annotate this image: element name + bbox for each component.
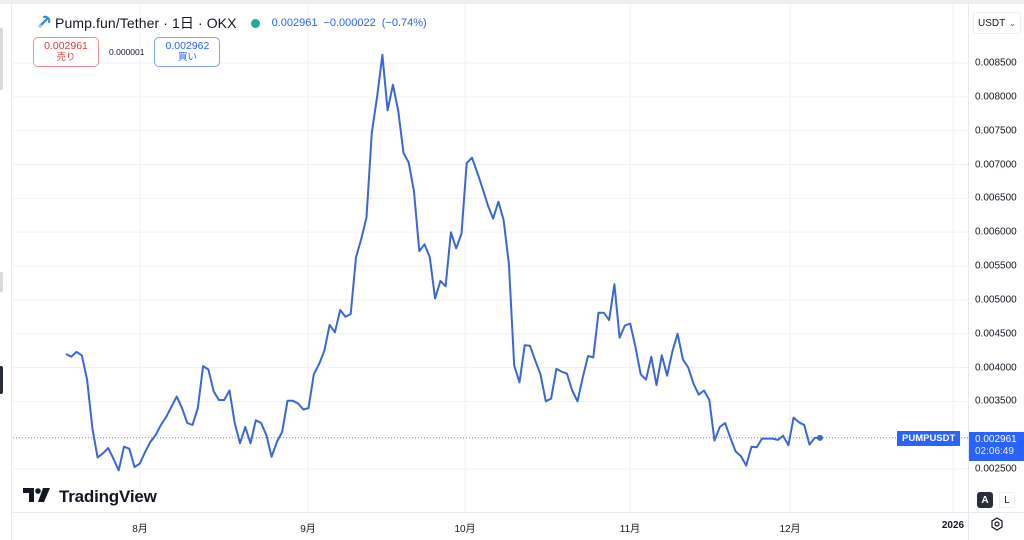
current-price-label: 0.002961 02:06:49 bbox=[969, 432, 1024, 461]
auto-scale-button[interactable]: A bbox=[977, 492, 993, 508]
time-tick-label: 11月 bbox=[619, 524, 641, 535]
price-tick-label: 0.008000 bbox=[975, 91, 1017, 103]
candle-countdown: 02:06:49 bbox=[975, 446, 1014, 457]
time-tick-label: 9月 bbox=[300, 524, 316, 535]
price-series-line[interactable] bbox=[65, 53, 820, 472]
price-tick-label: 0.007000 bbox=[975, 159, 1017, 170]
last-price: 0.002961 bbox=[271, 17, 318, 29]
symbol-title[interactable]: Pump.fun/Tether · 1日 · OKX bbox=[55, 15, 237, 31]
price-axis[interactable]: USDT ⌄ 0.008500 0.008000 0.007500 0.007000 0… bbox=[968, 4, 1024, 512]
price-tick-label: 0.004500 bbox=[975, 328, 1017, 340]
price-tick-label: 0.002500 bbox=[975, 463, 1017, 475]
tradingview-logo-text: TradingView bbox=[59, 487, 157, 506]
spread-value: 0.000001 bbox=[109, 47, 145, 57]
buy-label: 買い bbox=[177, 52, 197, 63]
time-tick-label: 2026 bbox=[941, 520, 965, 531]
chevron-down-icon: ⌄ bbox=[1009, 18, 1016, 28]
toolbar-collapse-handle[interactable] bbox=[0, 366, 3, 394]
buy-price: 0.002962 bbox=[165, 40, 210, 52]
buy-sell-panel: 0.002961 売り 0.000001 0.002962 買い bbox=[33, 37, 221, 67]
price-change: −0.000022 bbox=[323, 17, 376, 29]
pump-fun-logo-icon bbox=[37, 15, 51, 32]
tradingview-logo[interactable]: TradingView bbox=[23, 487, 157, 507]
chart-pane[interactable]: Pump.fun/Tether · 1日 · OKX 0.002961 −0.0… bbox=[13, 4, 968, 512]
price-tick-label: 0.004000 bbox=[975, 362, 1017, 373]
log-scale-button[interactable]: L bbox=[999, 492, 1015, 508]
symbol-legend: Pump.fun/Tether · 1日 · OKX 0.002961 −0.0… bbox=[37, 13, 427, 33]
price-tick-label: 0.003500 bbox=[975, 395, 1017, 407]
time-tick-label: 12月 bbox=[779, 524, 801, 535]
price-tick-label: 0.007500 bbox=[975, 125, 1017, 137]
tradingview-logo-icon bbox=[23, 487, 53, 507]
sell-label: 売り bbox=[56, 52, 76, 63]
last-price-marker bbox=[817, 434, 823, 441]
settings-gear-icon[interactable] bbox=[990, 517, 1004, 536]
time-tick-label: 10月 bbox=[454, 524, 476, 535]
sell-price: 0.002961 bbox=[44, 40, 88, 52]
scale-mode-buttons: A L bbox=[977, 492, 1015, 508]
price-tick-label: 0.005500 bbox=[975, 260, 1017, 272]
buy-button[interactable]: 0.002962 買い bbox=[154, 37, 221, 67]
symbol-price-badge: PUMPUSDT bbox=[897, 431, 961, 446]
top-border bbox=[0, 0, 1024, 4]
price-line-chart[interactable] bbox=[13, 4, 968, 512]
time-tick-label: 8月 bbox=[132, 524, 148, 535]
currency-selector[interactable]: USDT ⌄ bbox=[973, 12, 1021, 34]
time-axis[interactable]: 8月 9月 10月 11月 12月 2026 bbox=[13, 512, 968, 540]
price-tick-label: 0.006000 bbox=[975, 226, 1017, 238]
toolbar-handle[interactable] bbox=[0, 272, 3, 292]
chart-settings-corner bbox=[968, 512, 1024, 540]
price-tick-label: 0.008500 bbox=[975, 57, 1017, 69]
toolbar-handle[interactable] bbox=[0, 28, 3, 90]
currency-label: USDT bbox=[978, 17, 1006, 29]
sell-button[interactable]: 0.002961 売り bbox=[33, 37, 99, 67]
price-change-percent: (−0.74%) bbox=[381, 17, 427, 29]
market-status-icon bbox=[250, 18, 260, 28]
price-tick-label: 0.006500 bbox=[975, 192, 1017, 204]
left-drawing-toolbar bbox=[0, 4, 12, 540]
price-tick-label: 0.005000 bbox=[975, 294, 1017, 306]
current-price-value: 0.002961 bbox=[975, 434, 1017, 445]
